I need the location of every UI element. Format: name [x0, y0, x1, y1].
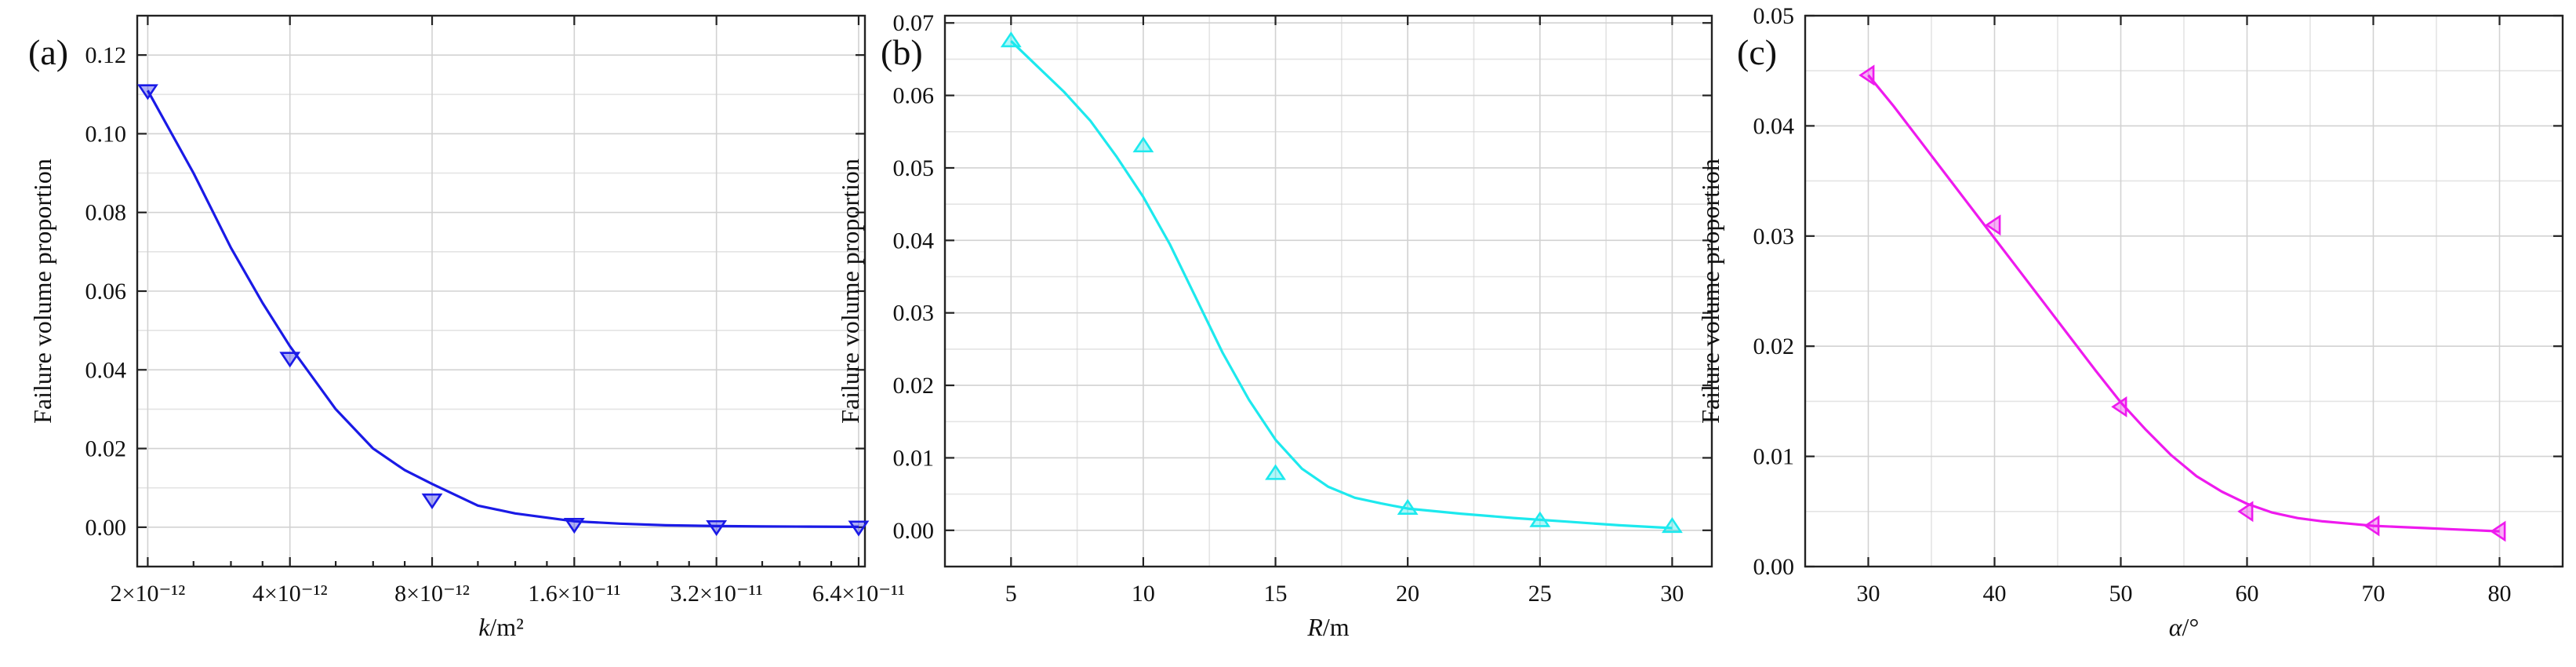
x-tick-label: 50	[2109, 581, 2133, 607]
data-point	[1397, 498, 1419, 516]
x-tick-label: 3.2×10⁻¹¹	[670, 581, 763, 607]
x-axis-title: α/°	[2169, 613, 2199, 641]
y-tick-label: 0.10	[85, 121, 127, 147]
y-tick-label: 0.04	[893, 228, 935, 253]
y-tick-label: 0.03	[893, 301, 935, 326]
x-tick-label: 5	[1005, 581, 1017, 607]
x-tick-label: 30	[1660, 581, 1684, 607]
data-point	[1529, 511, 1551, 527]
x-tick-label: 40	[1983, 581, 2007, 607]
y-tick-label: 0.07	[893, 10, 935, 36]
x-tick-label: 80	[2488, 581, 2512, 607]
x-axis-title: R/m	[1306, 613, 1349, 641]
data-point	[1000, 31, 1022, 48]
panel-b: (b) 5 10 15 20 25 30 0.00 0.01 0.02 0.03 0.04 0.05 0.…	[836, 10, 1713, 641]
y-tick-label: 0.02	[893, 373, 935, 399]
x-tick-label: 4×10⁻¹²	[253, 581, 328, 607]
y-tick-label: 0.03	[1753, 224, 1795, 250]
x-tick-label: 60	[2236, 581, 2259, 607]
data-point	[421, 493, 443, 510]
data-point	[706, 519, 728, 537]
x-tick-label: 1.6×10⁻¹¹	[528, 581, 620, 607]
x-tick-label: 25	[1528, 581, 1552, 607]
fit-curve	[1867, 74, 2500, 533]
y-tick-label: 0.05	[893, 155, 935, 181]
y-tick-label: 0.00	[893, 518, 935, 544]
y-axis-title: Failure volume proportion	[28, 159, 56, 424]
data-point	[1265, 464, 1286, 480]
data-point	[2237, 501, 2254, 523]
fit-curve	[1010, 40, 1673, 530]
y-tick-label: 0.01	[1753, 444, 1795, 470]
y-tick-label: 0.06	[85, 279, 127, 304]
x-tick-label: 6.4×10⁻¹¹	[812, 581, 905, 607]
x-tick-label: 20	[1396, 581, 1419, 607]
data-point	[2363, 515, 2380, 537]
data-point	[563, 517, 585, 534]
data-point	[1985, 214, 2001, 236]
panel-c: (c) 30 40 50 60 70 80 0.00 0.01 0.02 0.03 0.04 0.05 α…	[1696, 3, 2564, 641]
panel-a: (a) 2×10⁻¹² 4×10⁻¹² 8×10⁻¹² 1.6×10⁻¹¹ 3.2×10⁻…	[28, 14, 905, 641]
y-tick-label: 0.04	[1753, 113, 1795, 139]
panel-label: (a)	[28, 32, 68, 72]
x-tick-label: 15	[1264, 581, 1288, 607]
y-tick-label: 0.08	[85, 200, 127, 226]
data-point	[1132, 137, 1154, 153]
grid	[137, 16, 865, 567]
plot-frame	[943, 14, 1713, 568]
data-point	[2111, 395, 2127, 417]
data-point	[1858, 64, 1875, 86]
x-tick-label: 10	[1132, 581, 1155, 607]
plot-frame	[1804, 14, 2564, 568]
x-tick-label: 30	[1857, 581, 1880, 607]
fit-curve	[147, 89, 859, 528]
data-point	[279, 352, 301, 368]
x-tick-label: 8×10⁻¹²	[394, 581, 470, 607]
y-tick-label: 0.05	[1753, 3, 1795, 29]
y-axis-title: Failure volume proportion	[1696, 159, 1724, 424]
y-tick-label: 0.00	[85, 515, 127, 541]
x-tick-label: 2×10⁻¹²	[111, 581, 186, 607]
data-point	[136, 84, 158, 100]
panel-label: (b)	[881, 32, 923, 72]
y-tick-label: 0.02	[85, 436, 127, 462]
x-axis-title: k/m²	[478, 613, 524, 641]
grid	[1805, 15, 2563, 567]
data-point	[2490, 520, 2506, 542]
y-tick-label: 0.06	[893, 83, 935, 109]
y-tick-label: 0.04	[85, 357, 127, 383]
y-tick-label: 0.12	[85, 42, 127, 68]
y-tick-label: 0.00	[1753, 554, 1795, 580]
y-tick-label: 0.01	[893, 445, 935, 471]
data-point	[848, 520, 870, 537]
panel-label: (c)	[1737, 32, 1777, 72]
data-point	[1661, 516, 1683, 534]
x-tick-label: 70	[2362, 581, 2385, 607]
y-tick-label: 0.02	[1753, 334, 1795, 359]
grid	[945, 16, 1712, 567]
y-axis-title: Failure volume proportion	[836, 159, 864, 424]
